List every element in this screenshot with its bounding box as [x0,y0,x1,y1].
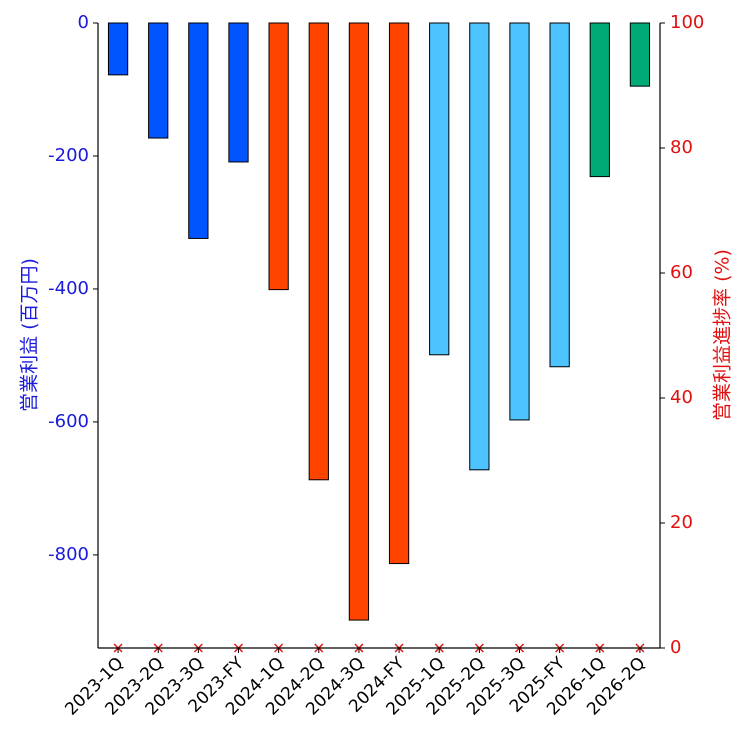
left-axis-ticks: 0 -200 -400 -600 -800 [48,12,98,565]
bar-2026-2Q [629,22,651,87]
right-tick-label: 100 [670,12,704,33]
left-tick-label: 0 [78,12,89,33]
right-tick-label: 0 [670,637,681,658]
plot-area [98,23,660,648]
x-axis-ticks: 2023-1Q2023-2Q2023-3Q2023-FY2024-1Q2024-… [61,648,649,720]
right-axis-label: 営業利益進捗率 (%) [712,249,734,421]
bar-2023-1Q [107,22,129,76]
bar-2025-FY [549,22,570,368]
right-tick-label: 20 [670,512,693,533]
bar-2024-FY [388,22,410,565]
bar-2025-2Q [469,22,490,471]
right-axis-ticks: 0 20 40 60 80 100 [660,12,704,658]
bar-2025-1Q [429,22,450,356]
left-tick-label: -800 [48,544,89,565]
bar-2024-2Q [308,22,329,481]
bar-2024-1Q [268,22,289,291]
bar-2026-1Q [589,22,610,178]
left-tick-label: -600 [48,411,89,432]
right-tick-label: 80 [670,137,693,158]
right-tick-label: 40 [670,387,693,408]
bar-2023-3Q [188,22,209,239]
bar-2023-FY [228,22,249,163]
left-axis-label: 営業利益 (百万円) [19,258,41,412]
left-tick-label: -400 [48,278,89,299]
bar-2024-3Q [348,22,370,621]
bar-2025-3Q [509,22,530,421]
bar-2023-2Q [148,22,169,139]
bars-group [107,22,651,621]
right-tick-label: 60 [670,262,693,283]
left-tick-label: -200 [48,145,89,166]
